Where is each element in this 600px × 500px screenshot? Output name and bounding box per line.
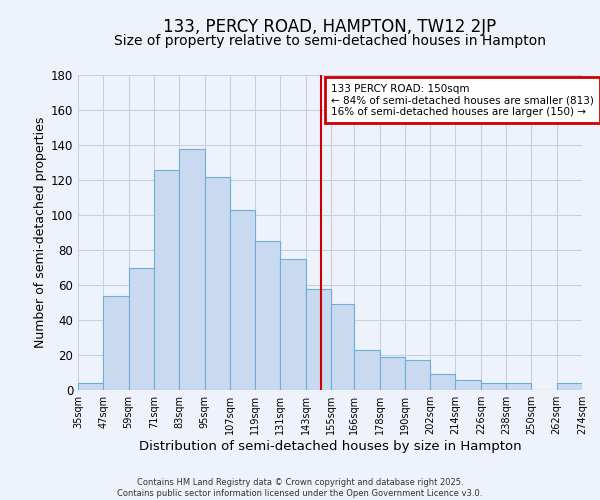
Bar <box>280 259 306 390</box>
Bar <box>179 148 205 390</box>
Text: Size of property relative to semi-detached houses in Hampton: Size of property relative to semi-detach… <box>114 34 546 48</box>
Bar <box>154 170 179 390</box>
Bar <box>230 210 255 390</box>
Bar <box>205 176 230 390</box>
Bar <box>255 242 280 390</box>
Bar <box>128 268 154 390</box>
Bar <box>354 350 380 390</box>
Bar <box>430 374 455 390</box>
Bar <box>103 296 128 390</box>
X-axis label: Distribution of semi-detached houses by size in Hampton: Distribution of semi-detached houses by … <box>139 440 521 453</box>
Bar <box>380 357 405 390</box>
Bar <box>557 383 582 390</box>
Bar <box>405 360 430 390</box>
Text: 133 PERCY ROAD: 150sqm
← 84% of semi-detached houses are smaller (813)
16% of se: 133 PERCY ROAD: 150sqm ← 84% of semi-det… <box>331 84 594 117</box>
Bar <box>306 288 331 390</box>
Bar <box>481 383 506 390</box>
Text: Contains HM Land Registry data © Crown copyright and database right 2025.
Contai: Contains HM Land Registry data © Crown c… <box>118 478 482 498</box>
Bar <box>78 383 103 390</box>
Bar <box>455 380 481 390</box>
Bar <box>331 304 354 390</box>
Bar <box>506 383 532 390</box>
Text: 133, PERCY ROAD, HAMPTON, TW12 2JP: 133, PERCY ROAD, HAMPTON, TW12 2JP <box>163 18 497 36</box>
Y-axis label: Number of semi-detached properties: Number of semi-detached properties <box>34 117 47 348</box>
